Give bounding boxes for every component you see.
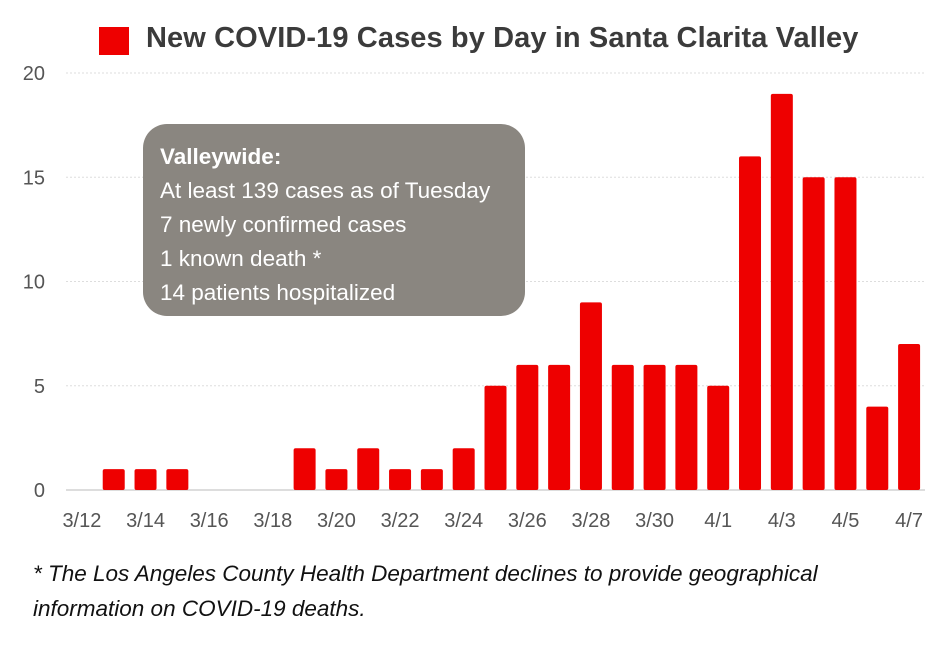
x-tick-label: 3/28 [571, 510, 610, 532]
bar-3-31 [675, 364, 698, 490]
bar-4-3 [770, 93, 793, 490]
info-line: At least 139 cases as of Tuesday [160, 178, 491, 203]
footnote: * The Los Angeles County Health Departme… [33, 556, 933, 626]
bar-4-5 [834, 177, 857, 490]
x-tick-label: 4/7 [895, 510, 923, 532]
bar-3-25 [484, 385, 507, 490]
y-tick-label: 10 [23, 272, 45, 294]
y-tick-label: 15 [23, 167, 45, 189]
x-tick-label: 3/16 [190, 510, 229, 532]
x-tick-label: 4/3 [768, 510, 796, 532]
bar-4-7 [898, 344, 921, 490]
info-heading: Valleywide: [160, 144, 282, 169]
x-axis-tick-labels: 3/12 3/14 3/16 3/18 3/20 3/22 3/24 3/26 3/28 3/30… [62, 510, 923, 532]
summary-info-box: Valleywide: At least 139 cases as of Tue… [143, 124, 525, 316]
bar-4-1 [707, 385, 730, 490]
bar-3-13 [102, 469, 125, 490]
x-tick-label: 3/20 [317, 510, 356, 532]
bar-3-19 [293, 448, 316, 490]
legend-label: New COVID-19 Cases by Day in Santa Clari… [146, 22, 859, 54]
bar-3-14 [134, 469, 157, 490]
footnote-line: information on COVID-19 deaths. [33, 596, 366, 621]
y-tick-label: 20 [23, 63, 45, 85]
info-line: 7 newly confirmed cases [160, 212, 407, 237]
bar-3-23 [420, 469, 443, 490]
x-tick-label: 3/14 [126, 510, 165, 532]
bar-3-15 [166, 469, 189, 490]
bar-4-2 [739, 156, 762, 490]
bar-3-28 [579, 302, 602, 490]
x-tick-label: 3/24 [444, 510, 483, 532]
bar-3-26 [516, 364, 539, 490]
x-tick-label: 3/12 [62, 510, 101, 532]
bar-3-27 [548, 364, 571, 490]
bars [102, 93, 921, 490]
legend-swatch [99, 27, 129, 55]
bar-3-29 [611, 364, 634, 490]
y-axis-tick-labels: 0 5 10 15 20 [23, 63, 45, 502]
x-tick-label: 4/1 [704, 510, 732, 532]
bar-3-24 [452, 448, 475, 490]
bar-4-6 [866, 406, 889, 490]
y-tick-label: 0 [34, 480, 45, 502]
x-tick-label: 3/22 [381, 510, 420, 532]
x-tick-label: 4/5 [832, 510, 860, 532]
bar-3-20 [325, 469, 348, 490]
x-tick-label: 3/30 [635, 510, 674, 532]
y-tick-label: 5 [34, 376, 45, 398]
footnote-line: * The Los Angeles County Health Departme… [33, 561, 818, 586]
bar-3-21 [357, 448, 380, 490]
x-tick-label: 3/26 [508, 510, 547, 532]
bar-3-30 [643, 364, 666, 490]
bar-4-4 [802, 177, 825, 490]
bar-3-22 [389, 469, 412, 490]
info-line: 1 known death * [160, 246, 322, 271]
x-tick-label: 3/18 [253, 510, 292, 532]
info-line: 14 patients hospitalized [160, 280, 396, 305]
